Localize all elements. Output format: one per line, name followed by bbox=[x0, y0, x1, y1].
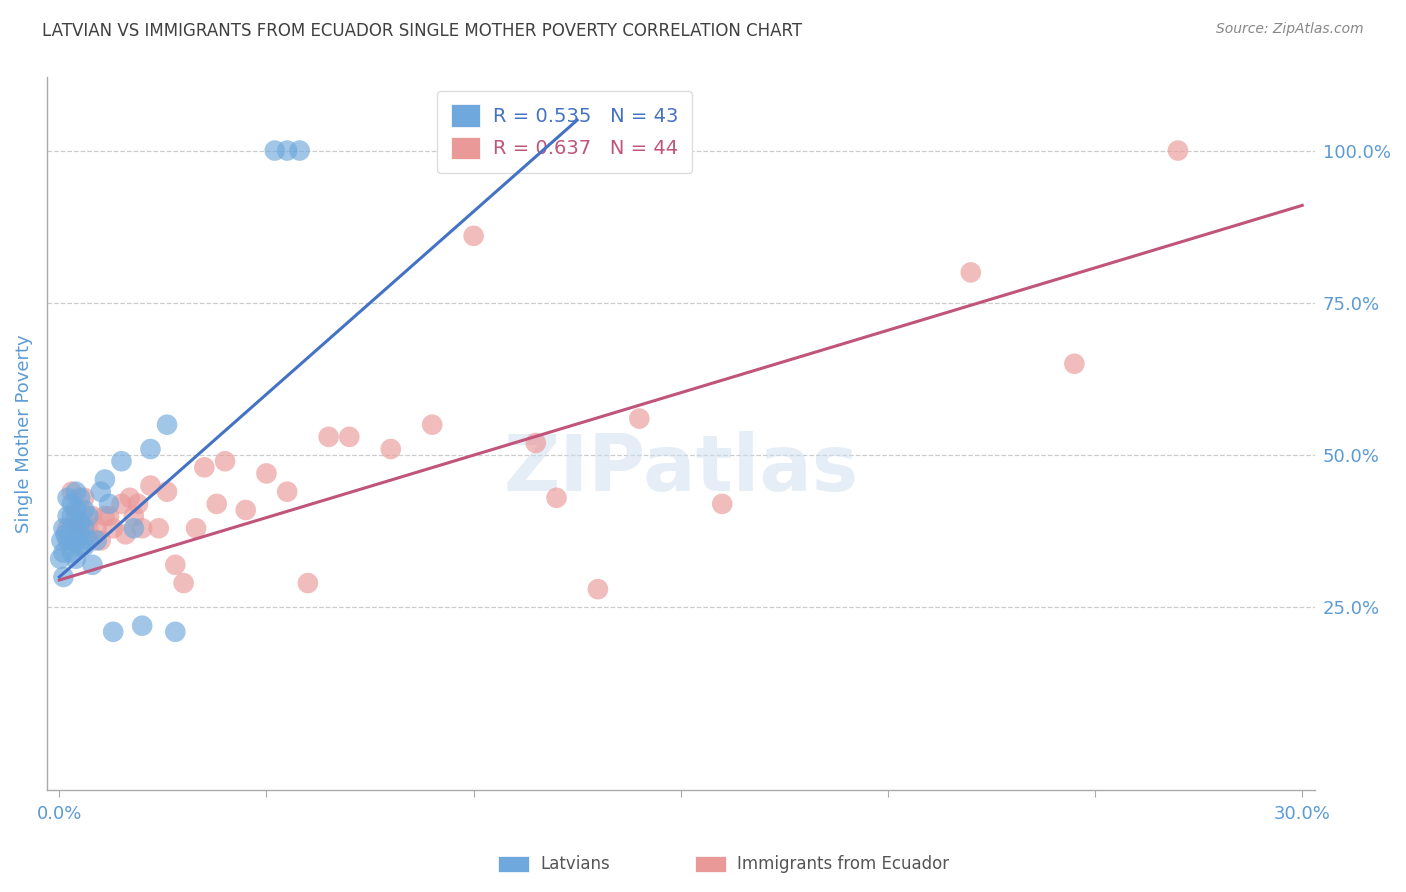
Point bbox=[711, 497, 734, 511]
Point bbox=[959, 265, 981, 279]
Text: Latvians: Latvians bbox=[540, 855, 610, 873]
Point bbox=[77, 521, 100, 535]
Point bbox=[586, 582, 609, 597]
Point bbox=[51, 533, 73, 548]
Point bbox=[60, 497, 83, 511]
Point bbox=[60, 521, 83, 535]
Point bbox=[288, 144, 311, 158]
Point bbox=[193, 460, 215, 475]
Point bbox=[69, 527, 91, 541]
Point bbox=[114, 527, 136, 541]
Point bbox=[139, 478, 162, 492]
Point bbox=[127, 497, 149, 511]
Point bbox=[297, 576, 319, 591]
Point bbox=[86, 521, 108, 535]
Point bbox=[263, 144, 285, 158]
Point bbox=[60, 509, 83, 524]
Point bbox=[420, 417, 443, 432]
Point bbox=[52, 521, 75, 535]
Text: Immigrants from Ecuador: Immigrants from Ecuador bbox=[737, 855, 949, 873]
Point bbox=[82, 509, 104, 524]
Point bbox=[156, 484, 179, 499]
Y-axis label: Single Mother Poverty: Single Mother Poverty bbox=[15, 334, 32, 533]
Point bbox=[69, 521, 91, 535]
Point bbox=[380, 442, 402, 456]
Point bbox=[98, 509, 121, 524]
Point bbox=[60, 546, 83, 560]
Point bbox=[69, 515, 91, 529]
Text: ZIPatlas: ZIPatlas bbox=[503, 432, 858, 508]
Point bbox=[56, 533, 79, 548]
Legend: R = 0.535   N = 43, R = 0.637   N = 44: R = 0.535 N = 43, R = 0.637 N = 44 bbox=[437, 91, 692, 172]
Point bbox=[101, 624, 124, 639]
Point bbox=[546, 491, 568, 505]
Point bbox=[122, 509, 145, 524]
Point bbox=[49, 551, 72, 566]
Point bbox=[1167, 144, 1189, 158]
Point bbox=[56, 491, 79, 505]
Point bbox=[173, 576, 195, 591]
Point bbox=[69, 491, 91, 505]
Point bbox=[165, 624, 187, 639]
Point bbox=[60, 484, 83, 499]
Point bbox=[77, 533, 100, 548]
Point bbox=[184, 521, 207, 535]
Point bbox=[90, 484, 112, 499]
Point bbox=[69, 540, 91, 554]
Point bbox=[118, 491, 141, 505]
Point bbox=[60, 533, 83, 548]
Point bbox=[256, 467, 278, 481]
Point bbox=[131, 618, 153, 632]
Point bbox=[65, 533, 87, 548]
Point bbox=[110, 454, 132, 468]
Point bbox=[52, 546, 75, 560]
Point bbox=[463, 228, 485, 243]
Point bbox=[337, 430, 360, 444]
Text: Source: ZipAtlas.com: Source: ZipAtlas.com bbox=[1216, 22, 1364, 37]
Point bbox=[52, 570, 75, 584]
Point bbox=[55, 527, 77, 541]
Point bbox=[73, 503, 96, 517]
Point bbox=[148, 521, 170, 535]
Point bbox=[65, 551, 87, 566]
Point bbox=[98, 497, 121, 511]
Point bbox=[156, 417, 179, 432]
Point bbox=[276, 484, 298, 499]
Point bbox=[56, 521, 79, 535]
Point bbox=[122, 521, 145, 535]
Point bbox=[90, 533, 112, 548]
Point bbox=[82, 558, 104, 572]
Point bbox=[65, 503, 87, 517]
Point bbox=[94, 509, 117, 524]
Point bbox=[101, 521, 124, 535]
Point bbox=[73, 491, 96, 505]
Point bbox=[165, 558, 187, 572]
Point bbox=[86, 533, 108, 548]
Point bbox=[214, 454, 236, 468]
Point bbox=[73, 521, 96, 535]
Point bbox=[139, 442, 162, 456]
Point bbox=[56, 509, 79, 524]
Point bbox=[235, 503, 257, 517]
Point bbox=[65, 521, 87, 535]
Point bbox=[524, 436, 547, 450]
Point bbox=[65, 509, 87, 524]
Point bbox=[65, 484, 87, 499]
Point bbox=[276, 144, 298, 158]
Point bbox=[131, 521, 153, 535]
Point bbox=[318, 430, 340, 444]
Point bbox=[73, 540, 96, 554]
Text: LATVIAN VS IMMIGRANTS FROM ECUADOR SINGLE MOTHER POVERTY CORRELATION CHART: LATVIAN VS IMMIGRANTS FROM ECUADOR SINGL… bbox=[42, 22, 803, 40]
Point bbox=[110, 497, 132, 511]
Point bbox=[77, 509, 100, 524]
Point bbox=[1063, 357, 1085, 371]
Point bbox=[94, 473, 117, 487]
Point bbox=[205, 497, 228, 511]
Point bbox=[628, 411, 651, 425]
